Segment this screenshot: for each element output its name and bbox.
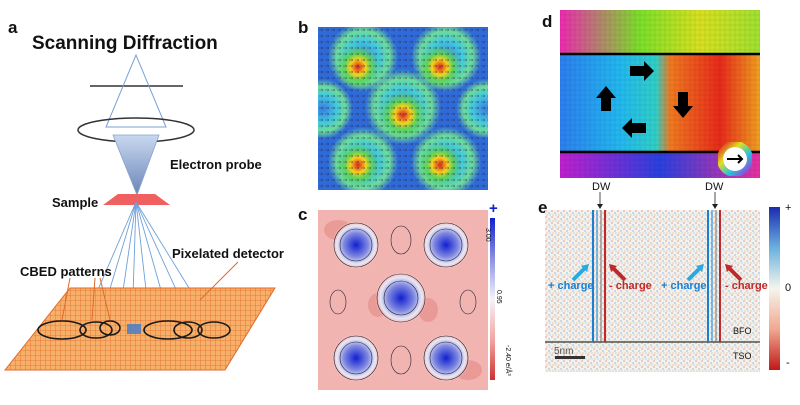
panel-c-scale-bottom: -2.40 e/Å³ xyxy=(504,345,511,376)
tso-label: TSO xyxy=(733,351,752,361)
cbed-pattern xyxy=(197,321,231,339)
cbed-patterns-label: CBED patterns xyxy=(20,264,112,279)
panel-c-plus: + xyxy=(489,200,498,217)
arrow-down xyxy=(673,92,693,118)
minus-charge-label-2: - charge xyxy=(725,280,768,292)
scanning-diffraction-schematic xyxy=(3,53,276,371)
cbed-pattern xyxy=(37,320,87,340)
charge-difference-map xyxy=(545,192,760,372)
panel-a-letter: a xyxy=(8,18,18,37)
arrow-up xyxy=(596,86,616,111)
plus-charge-label-2: + charge xyxy=(661,280,707,292)
panel-a-title: Scanning Diffraction xyxy=(32,33,218,54)
charge-density-map xyxy=(318,210,488,390)
cbed-pattern xyxy=(173,321,203,339)
central-spot xyxy=(127,324,141,334)
panel-c-scale-top: 3.00 xyxy=(484,228,491,242)
cbed-pattern xyxy=(99,320,121,336)
panel-e-colorbar xyxy=(769,207,780,370)
bfo-label: BFO xyxy=(733,326,752,336)
electron-probe-cone xyxy=(112,134,160,197)
pixelated-detector-label: Pixelated detector xyxy=(172,246,284,261)
sample-plane xyxy=(103,194,170,205)
minus-charge-label-1: - charge xyxy=(609,280,652,292)
panel-c-colorbar xyxy=(490,218,495,380)
dw-label-left: DW xyxy=(592,181,611,193)
panel-e-cb-plus: + xyxy=(785,202,792,214)
panel-d-letter: d xyxy=(542,12,553,31)
panel-c-letter: c xyxy=(298,205,308,224)
beam-upper xyxy=(105,53,167,128)
plus-charge-label-1: + charge xyxy=(548,280,594,292)
arrow-left xyxy=(622,118,646,138)
panel-e-cb-minus: - xyxy=(786,357,790,369)
dw-label-right: DW xyxy=(705,181,724,193)
panel-e-cb-zero: 0 xyxy=(785,282,792,294)
sample-label: Sample xyxy=(52,195,99,210)
arrow-right xyxy=(630,61,654,81)
electron-probe-label: Electron probe xyxy=(170,157,262,172)
scalebar-label: 5nm xyxy=(554,346,574,357)
color-wheel-legend xyxy=(718,142,752,176)
cbed-pattern xyxy=(79,321,113,339)
polarization-vector-map xyxy=(318,27,488,190)
panel-b-letter: b xyxy=(298,18,309,37)
panel-c-scale-mid: 0.95 xyxy=(495,290,502,304)
panel-e-letter: e xyxy=(538,198,548,217)
panel-a: a Scanning Diffraction xyxy=(0,0,300,405)
cbed-pattern xyxy=(143,320,193,340)
